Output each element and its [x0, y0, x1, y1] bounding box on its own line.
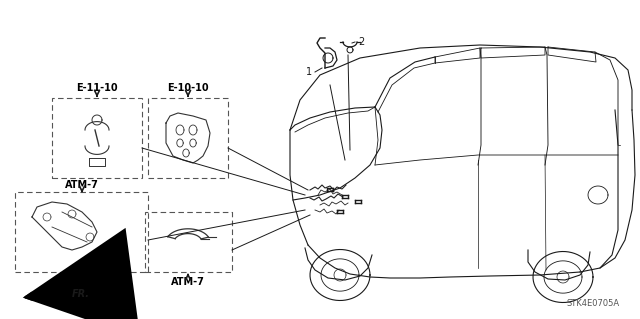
Bar: [148, 98, 228, 178]
Bar: [15, 192, 148, 272]
Text: E-10-10: E-10-10: [167, 83, 209, 93]
Bar: [52, 98, 142, 178]
Text: E-11-10: E-11-10: [76, 83, 118, 93]
Text: FR.: FR.: [72, 289, 90, 299]
Text: ATM-7: ATM-7: [171, 277, 205, 287]
Bar: [145, 212, 232, 272]
Text: 2: 2: [358, 37, 364, 47]
Text: ATM-7: ATM-7: [65, 180, 99, 190]
Text: 1: 1: [306, 67, 312, 77]
Text: STK4E0705A: STK4E0705A: [567, 299, 620, 308]
